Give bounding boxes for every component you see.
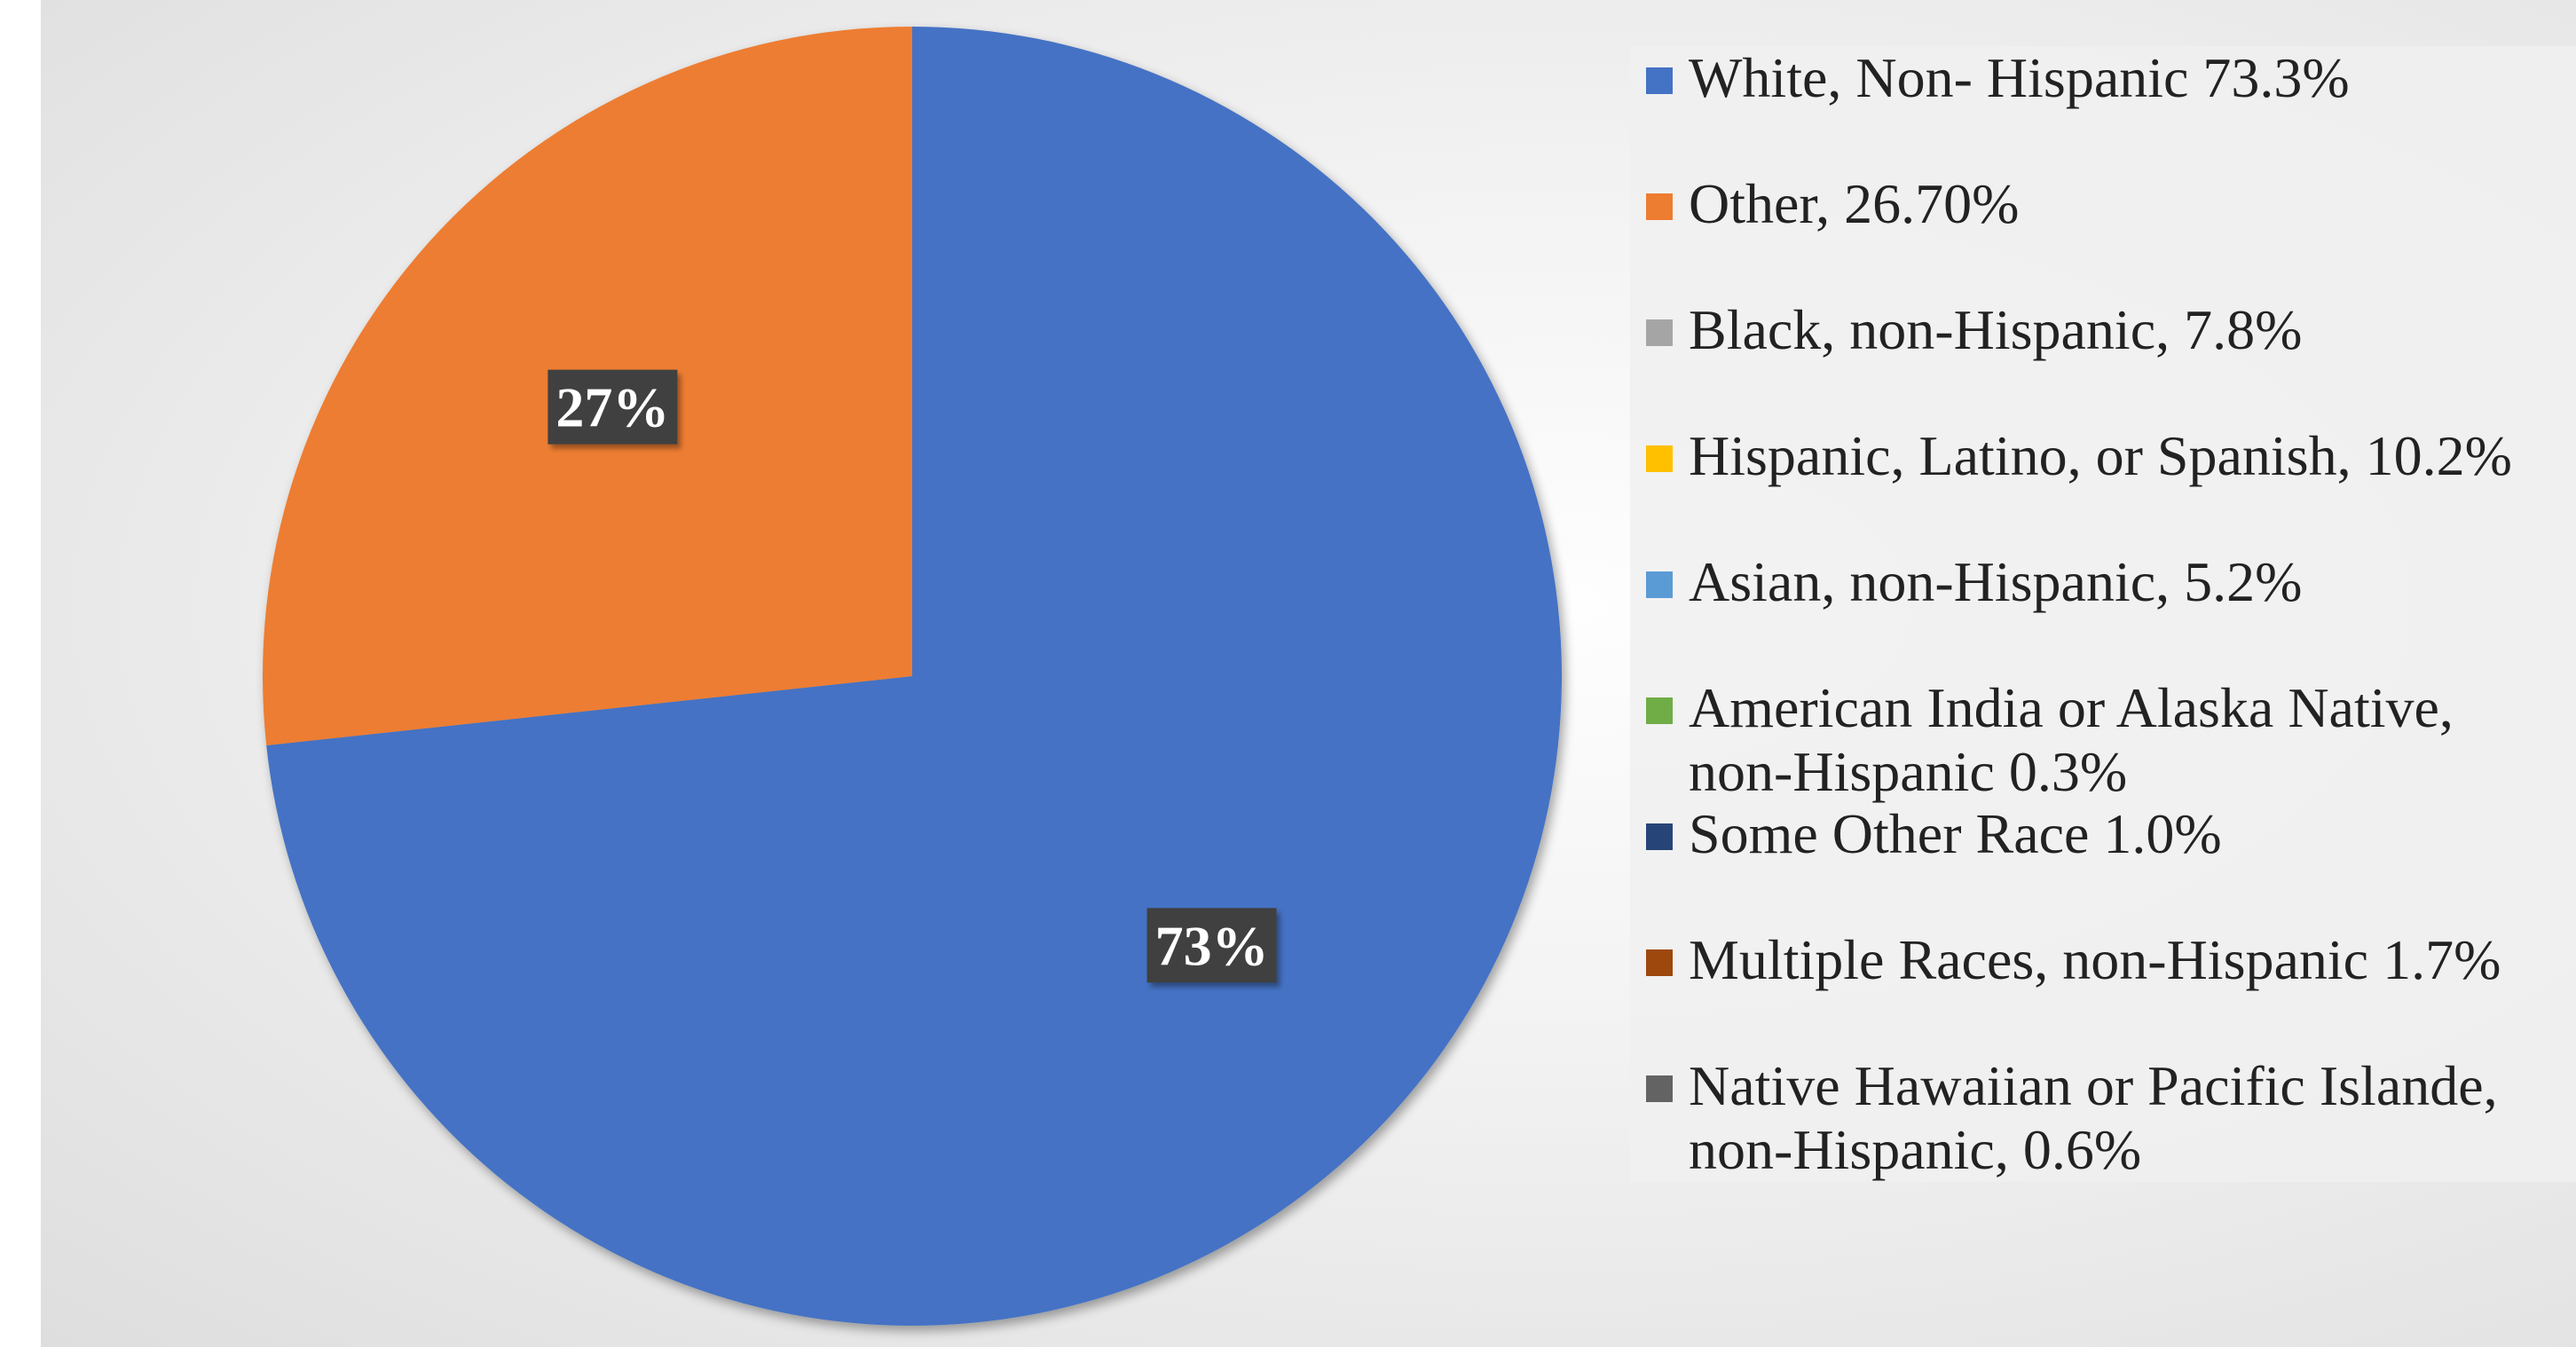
legend-item: Other, 26.70% <box>1646 172 2569 236</box>
legend-label: White, Non- Hispanic 73.3% <box>1689 46 2350 109</box>
svg-text:73%: 73% <box>1155 914 1269 977</box>
legend-label: Hispanic, Latino, or Spanish, 10.2% <box>1689 424 2512 487</box>
legend-label: Other, 26.70% <box>1689 172 2020 235</box>
legend-item: American India or Alaska Native, non-His… <box>1646 676 2569 804</box>
legend-label: Multiple Races, non-Hispanic 1.7% <box>1689 928 2501 991</box>
legend-swatch <box>1646 949 1673 976</box>
pie-slice <box>266 27 1563 1326</box>
legend-label: Some Other Race 1.0% <box>1689 802 2222 865</box>
legend-item: Some Other Race 1.0% <box>1646 802 2569 866</box>
legend-swatch <box>1646 193 1673 220</box>
legend-item: Hispanic, Latino, or Spanish, 10.2% <box>1646 424 2569 488</box>
legend-item: Asian, non-Hispanic, 5.2% <box>1646 550 2569 614</box>
pie-chart: 73% 27% <box>263 27 1563 1326</box>
legend-swatch <box>1646 697 1673 724</box>
legend: White, Non- Hispanic 73.3% Other, 26.70% B… <box>1630 46 2576 1182</box>
legend-item: Native Hawaiian or Pacific Islande, non-… <box>1646 1054 2569 1182</box>
legend-swatch <box>1646 67 1673 94</box>
legend-item: Black, non-Hispanic, 7.8% <box>1646 298 2569 362</box>
legend-label: Asian, non-Hispanic, 5.2% <box>1689 550 2303 613</box>
legend-swatch <box>1646 823 1673 850</box>
legend-swatch <box>1646 571 1673 598</box>
legend-swatch <box>1646 1075 1673 1102</box>
legend-item: White, Non- Hispanic 73.3% <box>1646 46 2569 110</box>
slice-data-label: 73% <box>1146 908 1277 983</box>
svg-text:27%: 27% <box>555 376 669 439</box>
slice-data-label: 27% <box>547 369 678 445</box>
legend-swatch <box>1646 445 1673 472</box>
legend-label: Black, non-Hispanic, 7.8% <box>1689 298 2303 361</box>
legend-label: American India or Alaska Native, non-His… <box>1689 676 2454 803</box>
legend-swatch <box>1646 319 1673 346</box>
legend-item: Multiple Races, non-Hispanic 1.7% <box>1646 928 2569 992</box>
legend-label: Native Hawaiian or Pacific Islande, non-… <box>1689 1054 2498 1181</box>
